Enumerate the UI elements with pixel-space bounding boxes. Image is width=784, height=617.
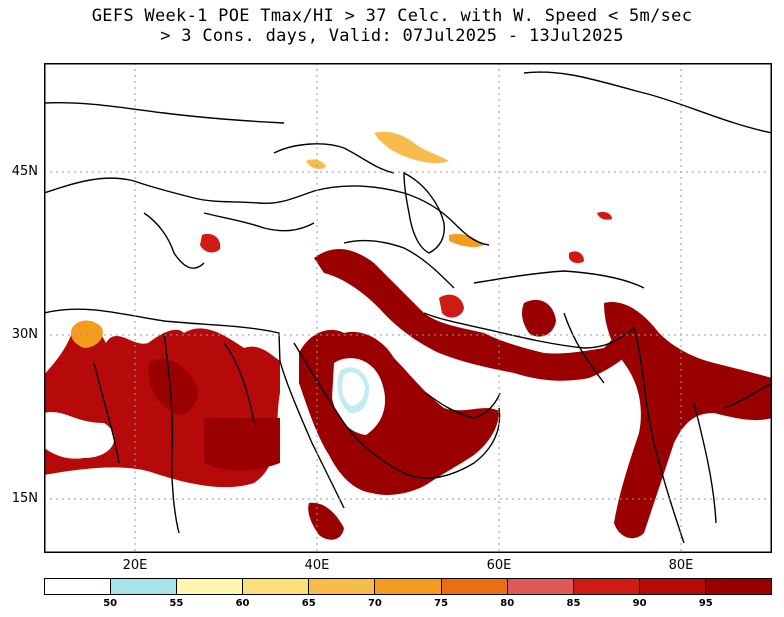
map-panel <box>44 63 772 553</box>
lon-label-80e: 80E <box>668 558 694 573</box>
lat-label-45n: 45N <box>11 164 38 179</box>
colorbar-segment <box>177 579 244 594</box>
colorbar-segment <box>573 579 640 594</box>
colorbar-label: 70 <box>367 598 382 609</box>
lat-label-30n: 30N <box>11 327 38 342</box>
lon-label-40e: 40E <box>304 558 330 573</box>
colorbar-label: 90 <box>632 598 647 609</box>
colorbar-segment <box>507 579 574 594</box>
colorbar <box>44 578 772 595</box>
graticule <box>44 63 772 553</box>
lon-label-20e: 20E <box>122 558 148 573</box>
colorbar-label: 55 <box>169 598 184 609</box>
colorbar-label: 80 <box>500 598 515 609</box>
map-title: GEFS Week-1 POE Tmax/HI > 37 Celc. with … <box>0 6 784 46</box>
colorbar-segment <box>111 579 178 594</box>
colorbar-label: 95 <box>698 598 713 609</box>
colorbar-segment <box>309 579 376 594</box>
colorbar-label: 85 <box>566 598 581 609</box>
colorbar-segment <box>441 579 508 594</box>
title-line-2: > 3 Cons. days, Valid: 07Jul2025 - 13Jul… <box>160 26 624 46</box>
coastlines <box>44 71 772 544</box>
colorbar-segment <box>243 579 310 594</box>
title-line-1: GEFS Week-1 POE Tmax/HI > 37 Celc. with … <box>91 6 693 26</box>
colorbar-label: 75 <box>434 598 449 609</box>
colorbar-segment <box>639 579 706 594</box>
colorbar-label: 50 <box>103 598 118 609</box>
colorbar-segment <box>45 579 112 594</box>
colorbar-segment <box>705 579 772 594</box>
probability-field <box>44 131 772 540</box>
map-frame <box>44 63 772 553</box>
colorbar-label: 60 <box>235 598 250 609</box>
lat-label-15n: 15N <box>11 491 38 506</box>
colorbar-segment <box>375 579 442 594</box>
map-canvas <box>44 63 772 553</box>
lon-label-60e: 60E <box>486 558 512 573</box>
colorbar-label: 65 <box>301 598 316 609</box>
